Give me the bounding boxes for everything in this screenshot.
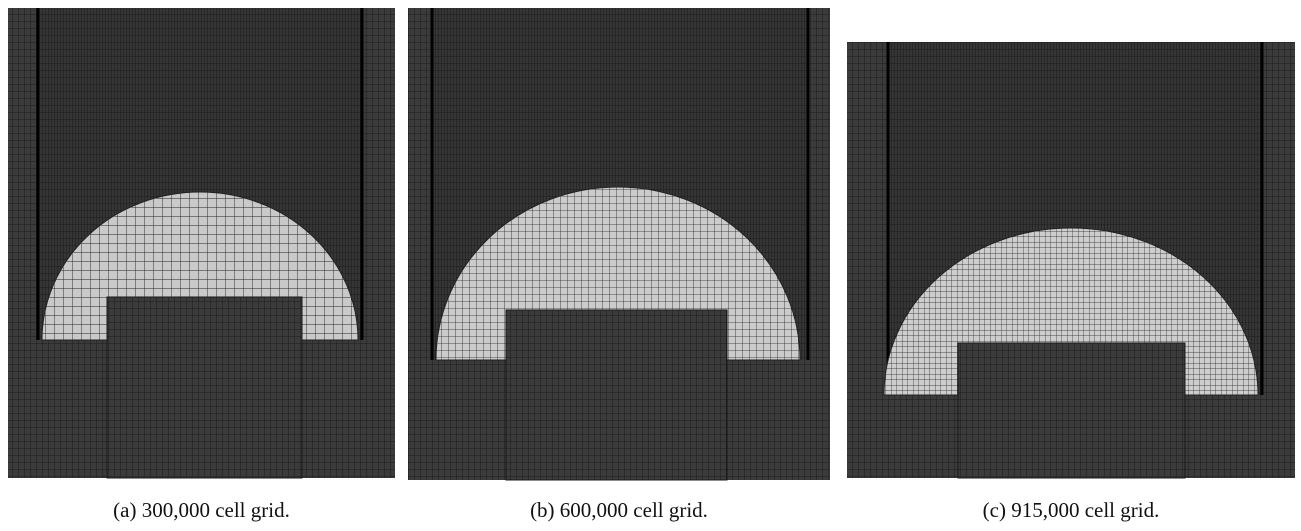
figure: (a) 300,000 cell grid. (b) 600,000 cell g… bbox=[0, 0, 1301, 531]
solid-block bbox=[506, 310, 727, 480]
caption: (b) 600,000 cell grid. bbox=[530, 498, 708, 522]
page: (a) 300,000 cell grid. (b) 600,000 cell g… bbox=[0, 0, 1301, 531]
solid-block bbox=[107, 297, 302, 478]
mesh-image bbox=[408, 8, 830, 480]
caption: (c) 915,000 cell grid. bbox=[983, 498, 1160, 522]
mesh-image bbox=[8, 8, 395, 478]
solid-block bbox=[958, 343, 1185, 478]
caption: (a) 300,000 cell grid. bbox=[113, 498, 290, 522]
mesh-image bbox=[847, 42, 1295, 478]
